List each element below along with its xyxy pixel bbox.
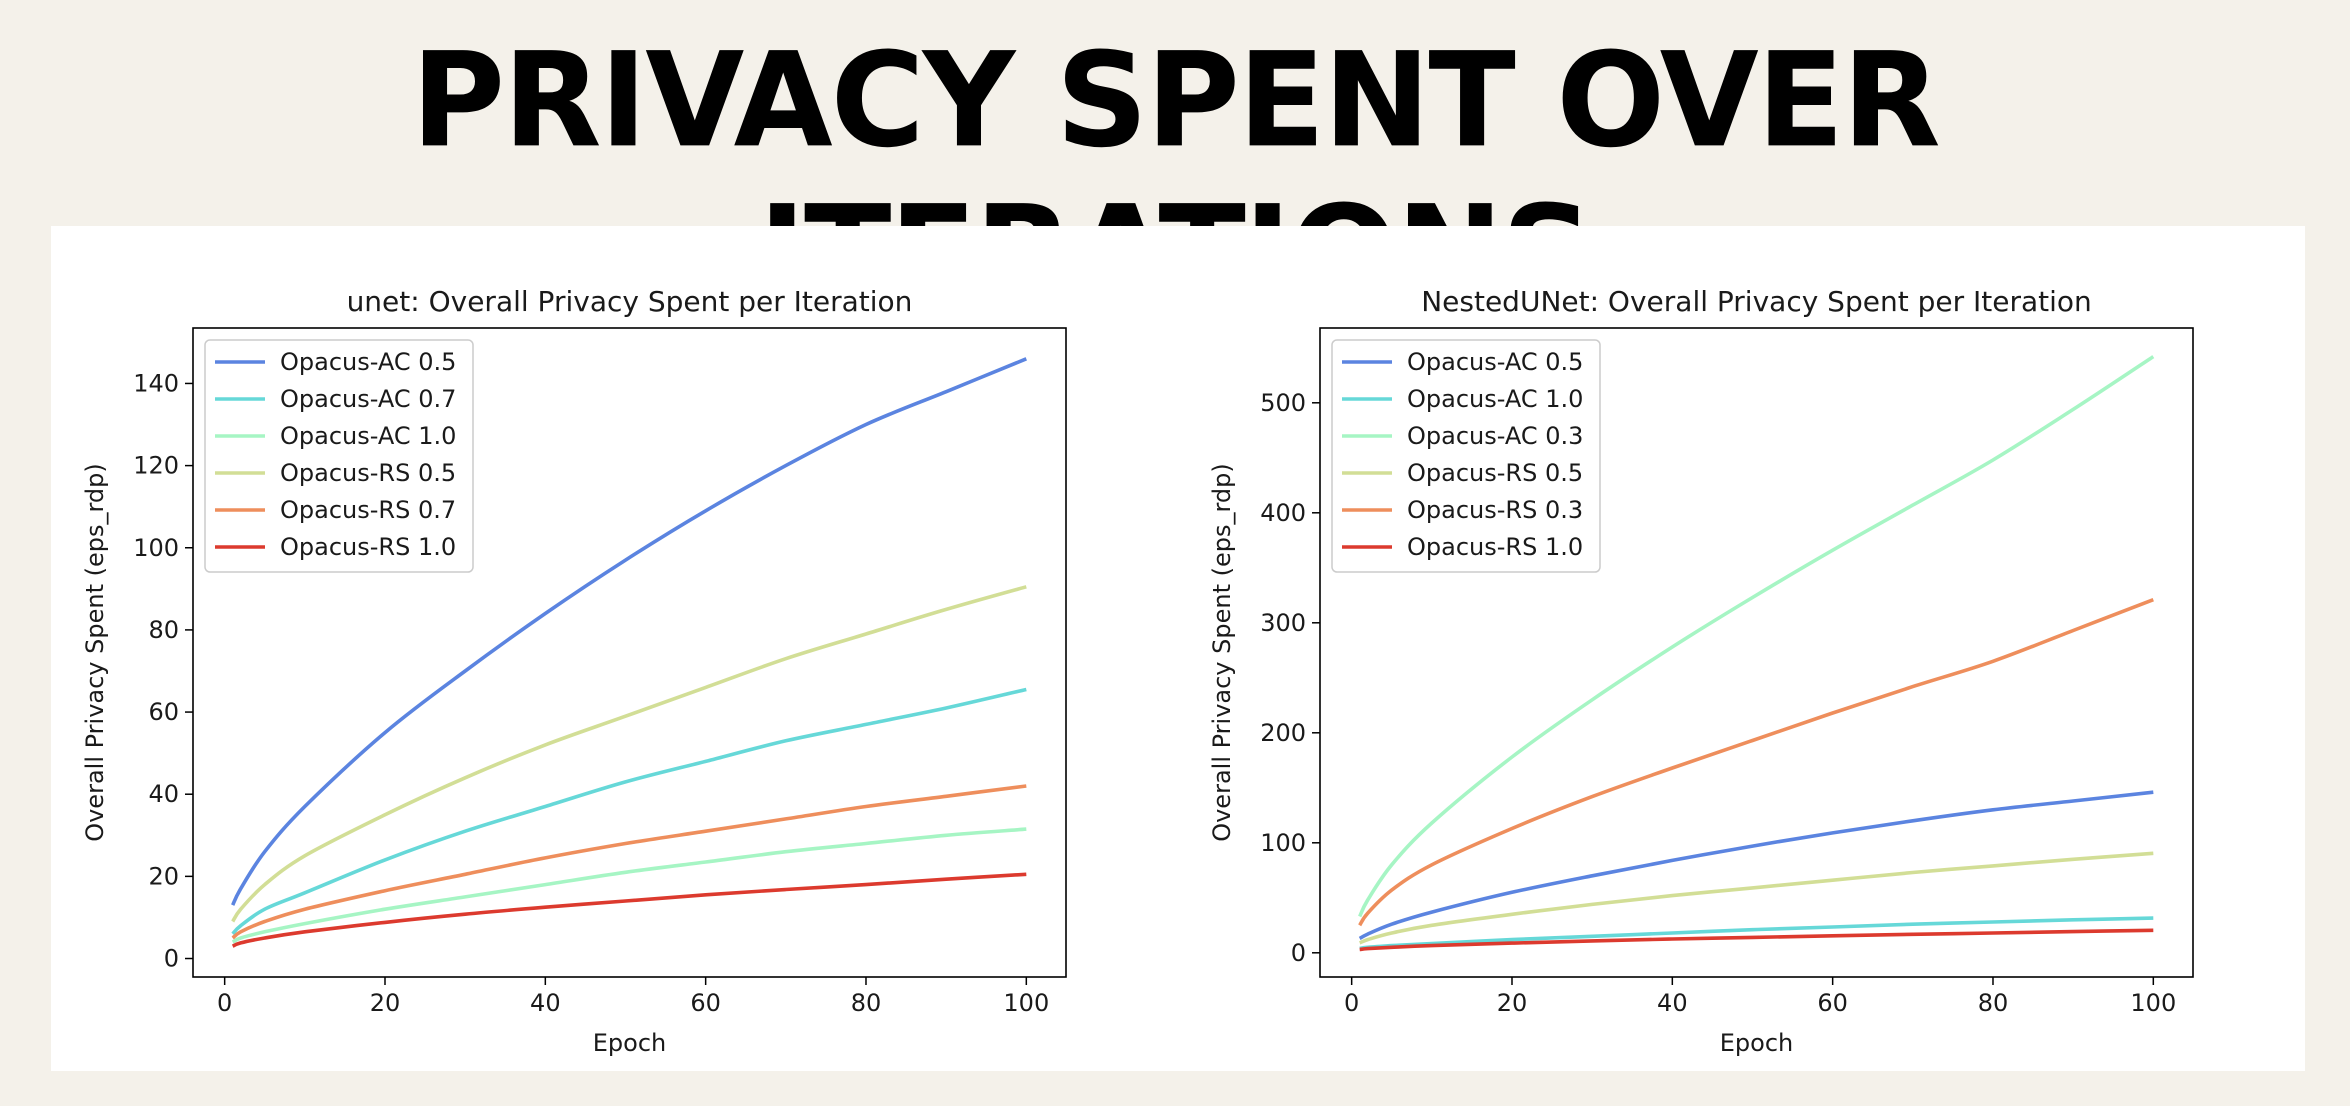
legend-label-4: Opacus-RS 0.5	[280, 459, 456, 487]
legend-label-4: Opacus-RS 0.5	[1407, 459, 1583, 487]
x-axis-label: Epoch	[593, 1029, 667, 1057]
y-axis-label: Overall Privacy Spent (eps_rdp)	[81, 463, 109, 842]
legend: Opacus-AC 0.5 Opacus-AC 0.7 Opacus-AC 1.0 O…	[204, 339, 474, 573]
series-line-4	[1358, 851, 2154, 945]
y-tick-label: 80	[148, 616, 179, 644]
legend-label-5: Opacus-RS 0.7	[280, 496, 456, 524]
legend-label-6: Opacus-RS 1.0	[1407, 533, 1583, 561]
x-tick-label: 80	[1978, 989, 2009, 1017]
series-line-5	[231, 784, 1027, 940]
y-tick-label: 120	[133, 452, 179, 480]
y-tick-label: 140	[133, 369, 179, 397]
y-tick-label: 100	[1260, 829, 1306, 857]
legend-label-6: Opacus-RS 1.0	[280, 533, 456, 561]
x-tick-label: 80	[851, 989, 882, 1017]
y-tick-label: 300	[1260, 609, 1306, 637]
x-axis-label: Epoch	[1720, 1029, 1794, 1057]
y-tick-label: 0	[164, 945, 179, 973]
series-line-6	[231, 872, 1027, 948]
series-line-1	[231, 357, 1027, 906]
chart-2: NestedUNet: Overall Privacy Spent per It…	[1208, 285, 2194, 1057]
x-tick-label: 40	[1657, 989, 1688, 1017]
legend: Opacus-AC 0.5 Opacus-AC 1.0 Opacus-AC 0.3 O…	[1331, 339, 1601, 573]
x-tick-label: 20	[1497, 989, 1528, 1017]
legend-label-3: Opacus-AC 0.3	[1407, 422, 1583, 450]
legend-label-1: Opacus-AC 0.5	[1407, 348, 1583, 376]
legend-label-2: Opacus-AC 1.0	[1407, 385, 1583, 413]
legend-box	[204, 339, 474, 573]
x-tick-label: 60	[690, 989, 721, 1017]
chart-title: NestedUNet: Overall Privacy Spent per It…	[1421, 285, 2092, 318]
series-line-3	[231, 827, 1027, 944]
series-line-3	[1358, 355, 2155, 918]
y-tick-label: 100	[133, 534, 179, 562]
x-tick-label: 20	[370, 989, 401, 1017]
x-tick-label: 0	[1344, 989, 1359, 1017]
series-line-4	[231, 585, 1027, 923]
y-axis-label: Overall Privacy Spent (eps_rdp)	[1208, 463, 1236, 842]
legend-label-2: Opacus-AC 0.7	[280, 385, 456, 413]
series-line-5	[1358, 598, 2154, 927]
axes-frame	[192, 327, 1067, 978]
series-line-1	[1358, 790, 2154, 941]
x-tick-label: 60	[1817, 989, 1848, 1017]
x-tick-label: 100	[1003, 989, 1049, 1017]
series-line-2	[231, 687, 1027, 936]
y-tick-label: 200	[1260, 719, 1306, 747]
legend-box	[1331, 339, 1601, 573]
legend-label-3: Opacus-AC 1.0	[280, 422, 456, 450]
y-tick-label: 500	[1260, 389, 1306, 417]
x-tick-label: 0	[217, 989, 232, 1017]
charts-svg: unet: Overall Privacy Spent per Iteratio…	[81, 285, 2194, 1057]
y-tick-label: 20	[148, 862, 179, 890]
y-tick-label: 60	[148, 698, 179, 726]
series-line-6	[1359, 928, 2154, 952]
x-tick-label: 40	[530, 989, 561, 1017]
y-tick-label: 400	[1260, 499, 1306, 527]
y-tick-label: 40	[148, 780, 179, 808]
chart-title: unet: Overall Privacy Spent per Iteratio…	[347, 285, 913, 318]
y-tick-label: 0	[1291, 939, 1306, 967]
legend-label-5: Opacus-RS 0.3	[1407, 496, 1583, 524]
legend-label-1: Opacus-AC 0.5	[280, 348, 456, 376]
figure-panel: unet: Overall Privacy Spent per Iteratio…	[51, 226, 2305, 1071]
x-tick-label: 100	[2130, 989, 2176, 1017]
axes-frame	[1319, 327, 2194, 978]
chart-1: unet: Overall Privacy Spent per Iteratio…	[81, 285, 1067, 1057]
